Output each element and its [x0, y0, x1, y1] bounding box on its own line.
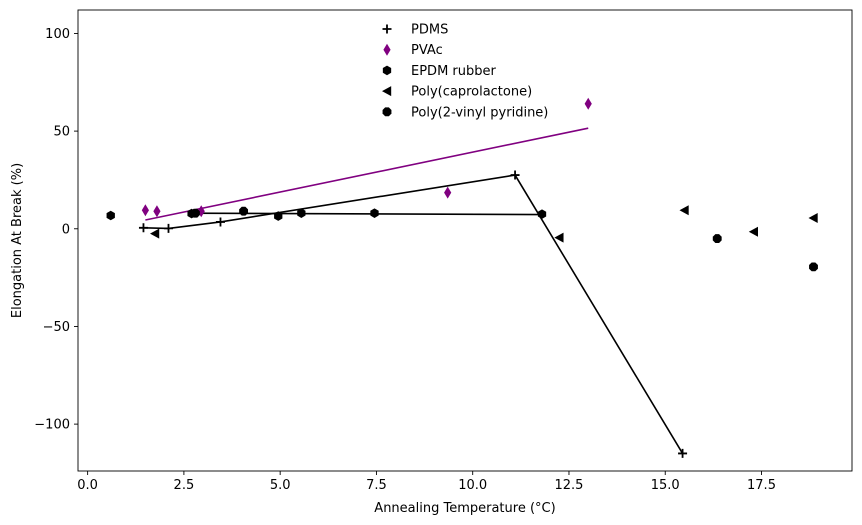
y-tick-label: 50 [53, 125, 70, 140]
y-tick-label: −100 [34, 418, 70, 433]
data-point-pdms [163, 223, 173, 233]
data-point-poly-caprolactone [554, 232, 564, 243]
data-point-pvac [141, 204, 149, 217]
data-point-poly-2-vinyl-pyridine [191, 208, 200, 218]
legend-marker-pvac [383, 43, 391, 56]
data-point-poly-caprolactone [748, 226, 759, 237]
legend-marker-poly-caprolactone [382, 86, 392, 97]
legend-label-epdm-rubber: EPDM rubber [411, 64, 496, 79]
x-tick-label: 2.5 [174, 478, 195, 493]
data-point-poly-caprolactone [679, 205, 689, 216]
x-axis-label: Annealing Temperature (°C) [374, 501, 555, 516]
x-tick-label: 15.0 [651, 478, 680, 493]
x-tick-label: 0.0 [77, 478, 98, 493]
trend-line-pdms [143, 174, 684, 454]
legend-label-pdms: PDMS [411, 23, 448, 38]
trend-line-pvac [145, 127, 589, 221]
y-axis: −100 −50 0 50 100 [34, 27, 78, 433]
data-point-epdm-rubber [537, 209, 547, 219]
legend-label-pvac: PVAc [411, 43, 443, 58]
x-tick-label: 10.0 [458, 478, 487, 493]
y-tick-label: 100 [45, 27, 70, 42]
data-point-epdm-rubber [274, 211, 283, 221]
legend-label-poly-2-vinyl-pyridine: Poly(2-vinyl pyridine) [411, 105, 548, 120]
y-tick-label: 0 [62, 222, 70, 237]
y-tick-label: −50 [43, 320, 70, 335]
data-point-pdms [138, 223, 148, 233]
data-point-poly-caprolactone [150, 228, 160, 239]
data-point-poly-caprolactone [808, 213, 818, 224]
data-point-epdm-rubber [106, 210, 115, 221]
legend-marker-poly-2-vinyl-pyridine [382, 107, 392, 117]
data-point-poly-2-vinyl-pyridine [712, 234, 722, 243]
data-point-pdms [215, 217, 225, 227]
legend-label-poly-caprolactone: Poly(caprolactone) [411, 85, 532, 100]
x-tick-label: 17.5 [747, 478, 776, 493]
data-point-pvac [584, 97, 592, 110]
data-points [106, 97, 818, 458]
data-point-epdm-rubber [370, 208, 379, 218]
plot-frame [77, 9, 853, 472]
data-point-pdms [510, 170, 520, 180]
data-point-epdm-rubber [297, 208, 306, 218]
legend-marker-epdm-rubber [382, 65, 392, 76]
data-point-pdms [678, 448, 688, 458]
x-tick-label: 12.5 [554, 478, 583, 493]
legend-marker-pdms [382, 24, 392, 34]
data-point-pvac [444, 186, 452, 199]
data-point-poly-2-vinyl-pyridine [239, 206, 249, 216]
data-point-poly-2-vinyl-pyridine [809, 262, 818, 272]
x-axis: 0.0 2.5 5.0 7.5 10.0 12.5 15.0 17.5 [77, 471, 776, 493]
y-axis-label: Elongation At Break (%) [10, 163, 25, 318]
x-tick-label: 7.5 [366, 478, 387, 493]
data-point-pvac [153, 205, 161, 218]
legend: PDMS PVAc EPDM rubber Poly(caprolactone) Pol… [382, 23, 548, 120]
series-lines [143, 127, 684, 454]
x-tick-label: 5.0 [270, 478, 291, 493]
